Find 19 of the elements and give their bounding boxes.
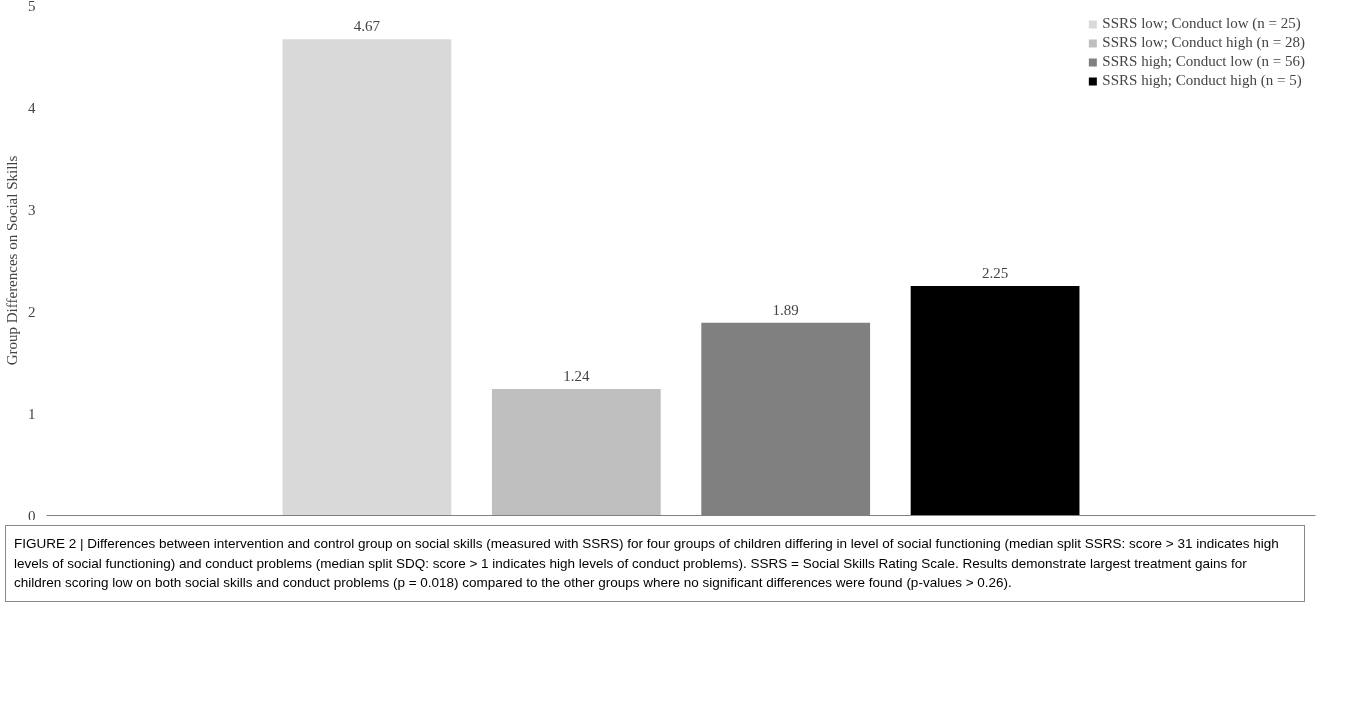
y-tick-label: 3 (28, 201, 36, 218)
y-tick-label: 4 (28, 99, 36, 116)
legend-label: SSRS low; Conduct low (n = 25) (1102, 15, 1301, 32)
y-tick-label: 0 (28, 507, 36, 524)
bar (282, 39, 452, 516)
legend-label: SSRS high; Conduct low (n = 56) (1102, 53, 1305, 70)
data-label: 1.24 (563, 368, 590, 385)
legend-label: SSRS high; Conduct high (n = 5) (1102, 72, 1302, 89)
bar (491, 389, 661, 516)
data-label: 1.89 (772, 301, 799, 318)
y-tick-label: 1 (28, 405, 36, 422)
bar (910, 286, 1080, 516)
caption: FIGURE 2 | Differences between intervention and control group on social skills (measured with SSRS) for four groups of children differing in level of social functioning (median split SSRS: score > 31 indicates high levels of social functioning) and conduct problems (median split SDQ: score > 1 indicates high levels of conduct problems). SSRS = Social Skills Rating Scale. Results demonstrate largest treatment gains for children scoring low on both social skills and conduct problems (p = 0.018) compared to the other groups where no significant differences were found (p-values > 0.26). (14, 535, 1280, 593)
legend-label: SSRS low; Conduct high (n = 28) (1102, 34, 1305, 51)
data-label: 2.25 (981, 265, 1009, 281)
y-tick-label: 5 (28, 0, 36, 14)
y-tick-label: 2 (28, 303, 36, 320)
y-axis-title: Group Differences on Social Skills (4, 155, 20, 366)
data-label: 4.67 (353, 18, 381, 35)
